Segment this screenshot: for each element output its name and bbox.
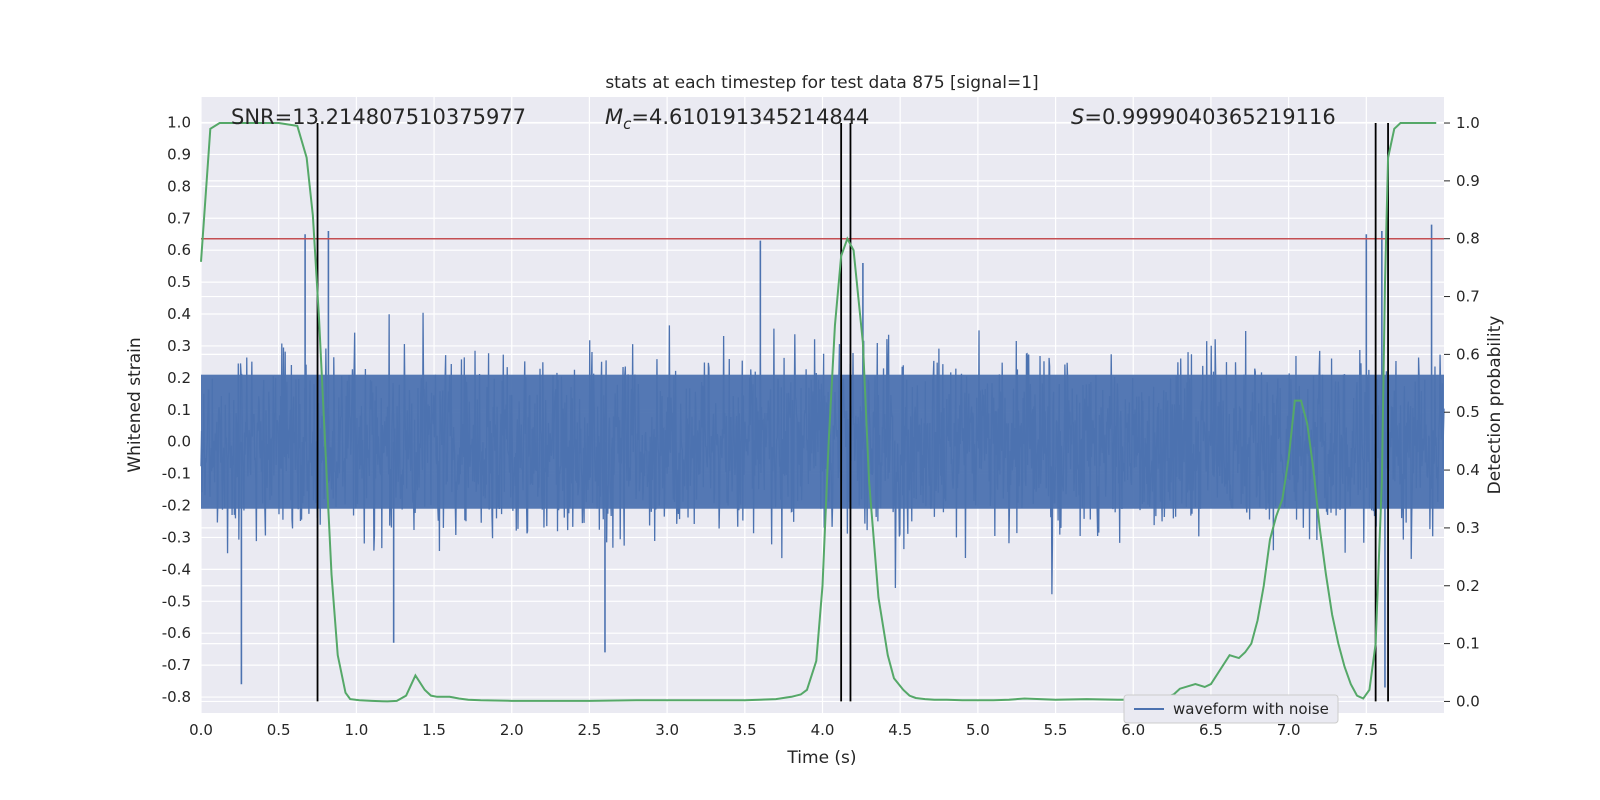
y-tick-label: 0.2 [167,369,191,387]
x-tick-label: 3.5 [733,721,757,739]
y2-tick-label: 0.5 [1456,403,1480,421]
axes: 0.0 0.5 1.0 1.5 2.0 2.5 3.0 3.5 4.0 4.5 5.0 5.5 6.0 6… [162,114,1480,739]
y-tick-label: -0.6 [162,624,191,642]
mc-symbol: M [605,105,623,129]
s-value: =0.9999040365219116 [1084,105,1335,129]
y-tick-label: -0.2 [162,497,191,515]
x-tick-label: 7.0 [1277,721,1301,739]
x-tick-label: 0.0 [189,721,213,739]
vertical-markers [316,123,1389,702]
y2-tick-label: 0.1 [1456,635,1480,653]
y-tick-label: -0.8 [162,688,191,706]
mc-value: =4.610191345214844 [631,105,869,129]
x-tick-label: 6.5 [1199,721,1223,739]
x-axis-label: Time (s) [786,748,856,768]
y-tick-label: -0.4 [162,560,191,578]
score-annotation: S=0.9999040365219116 [1071,105,1336,129]
y2-tick-label: 0.0 [1456,692,1480,710]
y2-tick-label: 0.9 [1456,172,1480,190]
y2-tick-label: 0.4 [1456,461,1480,479]
x-tick-label: 5.0 [966,721,990,739]
y-tick-label: 0.7 [167,209,191,227]
x-tick-label: 1.0 [344,721,368,739]
x-tick-label: 3.0 [655,721,679,739]
x-tick-label: 2.0 [500,721,524,739]
y-tick-label: 0.1 [167,401,191,419]
x-tick-label: 4.0 [811,721,835,739]
y-tick-label: -0.7 [162,656,191,674]
y-tick-label: 0.5 [167,273,191,291]
y2-tick-label: 0.8 [1456,230,1480,248]
y-tick-label: 0.4 [167,305,191,323]
y-tick-label: 0.0 [167,433,191,451]
y2-tick-label: 0.2 [1456,577,1480,595]
legend: waveform with noise [1123,694,1339,724]
waveform-core-band [201,374,1444,509]
mc-subscript: c [623,115,632,133]
y2-tick-label: 0.6 [1456,345,1480,363]
x-tick-label: 2.5 [578,721,602,739]
x-tick-label: 7.5 [1354,721,1378,739]
y2-tick-label: 1.0 [1456,114,1480,132]
x-tick-label: 0.5 [267,721,291,739]
y-tick-label: -0.3 [162,528,191,546]
y2-tick-label: 0.3 [1456,519,1480,537]
x-tick-label: 5.5 [1044,721,1068,739]
legend-box [1123,694,1339,724]
y-tick-label: 0.3 [167,337,191,355]
y2-tick-label: 0.7 [1456,288,1480,306]
waveform-series [200,224,1445,688]
detection-probability-line [200,122,1437,703]
y-tick-label: -0.1 [162,465,191,483]
x-tick-label: 6.0 [1121,721,1145,739]
y-axis-label: Whitened strain [125,337,145,472]
s-symbol: S [1071,105,1084,129]
x-tick-label: 1.5 [422,721,446,739]
snr-annotation: SNR=13.214807510375977 [231,105,526,129]
y-tick-label: 1.0 [167,114,191,132]
y-tick-label: 0.9 [167,145,191,163]
y2-axis-label: Detection probability [1485,316,1505,495]
x-tick-label: 4.5 [888,721,912,739]
y-tick-label: 0.8 [167,177,191,195]
y-tick-label: 0.6 [167,241,191,259]
legend-label: waveform with noise [1173,700,1329,718]
y-tick-label: -0.5 [162,592,191,610]
chirp-mass-annotation: Mc=4.610191345214844 [605,105,869,133]
chart-title: stats at each timestep for test data 875… [605,73,1038,93]
